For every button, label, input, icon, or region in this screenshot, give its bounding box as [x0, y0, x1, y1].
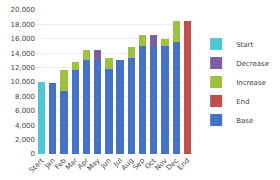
svg-text:20,000: 20,000 — [11, 6, 36, 14]
svg-text:Dec: Dec — [165, 157, 180, 172]
svg-text:Sep: Sep — [131, 156, 146, 171]
svg-text:Jun: Jun — [99, 157, 113, 171]
svg-text:8,000: 8,000 — [15, 93, 35, 101]
svg-text:10,000: 10,000 — [11, 78, 36, 86]
svg-text:14,000: 14,000 — [11, 50, 36, 58]
svg-text:May: May — [86, 157, 102, 173]
svg-text:18,000: 18,000 — [11, 21, 36, 29]
svg-text:Mar: Mar — [64, 157, 79, 172]
svg-text:End: End — [236, 98, 249, 106]
svg-text:0: 0 — [31, 150, 35, 158]
svg-text:Start: Start — [236, 41, 253, 49]
svg-text:16,000: 16,000 — [11, 35, 36, 43]
svg-text:Apr: Apr — [76, 157, 90, 171]
svg-text:Decrease: Decrease — [236, 60, 269, 68]
svg-text:Nov: Nov — [154, 157, 169, 172]
svg-text:6,000: 6,000 — [15, 107, 35, 115]
svg-text:Base: Base — [236, 117, 253, 125]
svg-text:End: End — [176, 157, 191, 172]
svg-text:12,000: 12,000 — [11, 64, 36, 72]
svg-text:Start: Start — [28, 157, 46, 175]
svg-text:Oct: Oct — [143, 157, 157, 171]
svg-text:Aug: Aug — [120, 157, 135, 172]
svg-text:Jan: Jan — [43, 157, 57, 171]
svg-text:Increase: Increase — [236, 79, 266, 87]
svg-text:2,000: 2,000 — [15, 136, 35, 144]
svg-text:Feb: Feb — [53, 156, 68, 171]
svg-text:Jul: Jul — [112, 157, 124, 169]
svg-text:4,000: 4,000 — [15, 122, 35, 130]
